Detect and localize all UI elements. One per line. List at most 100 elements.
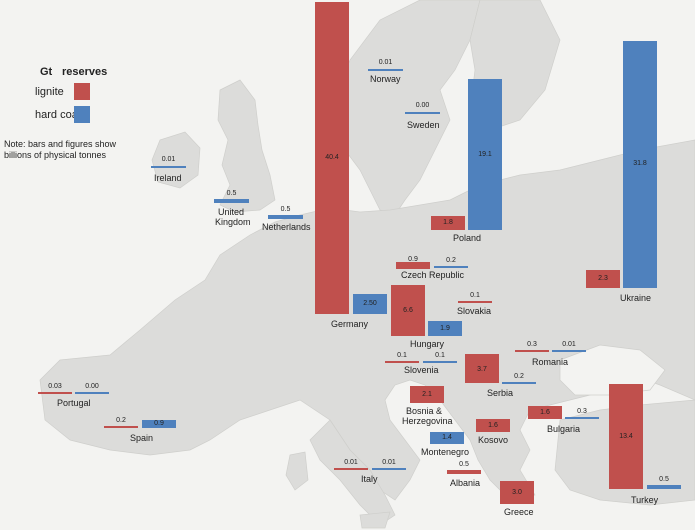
value-slovakia-lignite: 0.1	[470, 292, 480, 299]
value-kosovo-lignite: 1.6	[488, 422, 498, 429]
value-sweden: 0.00	[415, 102, 430, 109]
great-britain-land	[217, 79, 276, 213]
bar-romania-hardcoal	[552, 350, 586, 352]
country-label-slovakia: Slovakia	[457, 306, 492, 316]
bar-poland-hardcoal	[468, 79, 502, 230]
value-italy-lignite: 0.01	[344, 459, 358, 466]
legend-lignite-swatch	[74, 83, 90, 100]
ireland-land	[151, 131, 201, 189]
bar-sweden-hardcoal	[405, 112, 440, 114]
bar-albania-lignite	[447, 470, 481, 474]
country-label-uk-line2: Kingdom	[215, 217, 251, 227]
bar-netherlands-hardcoal	[268, 215, 303, 219]
value-ukraine-hardcoal: 31.8	[633, 160, 647, 167]
value-bosnia-lignite: 2.1	[422, 391, 432, 398]
value-romania-lignite: 0.3	[527, 341, 537, 348]
country-label-montenegro: Montenegro	[421, 447, 470, 457]
value-poland-lignite: 1.8	[443, 219, 453, 226]
country-label-romania: Romania	[532, 357, 569, 367]
value-turkey-lignite: 13.4	[619, 433, 633, 440]
value-romania-hardcoal: 0.01	[562, 341, 576, 348]
sardinia-land	[285, 451, 309, 491]
value-hungary-lignite: 6.6	[403, 307, 413, 314]
bar-spain-hardcoal	[142, 420, 176, 428]
country-label-greece: Greece	[504, 507, 534, 517]
value-serbia-lignite: 3.7	[477, 366, 487, 373]
bar-bulgaria-hardcoal	[565, 417, 599, 419]
country-label-kosovo: Kosovo	[478, 435, 509, 445]
bar-montenegro-hardcoal	[430, 432, 464, 444]
bar-ukraine-lignite	[586, 270, 620, 288]
bar-serbia-hardcoal	[502, 382, 536, 384]
legend-note-line1: Note: bars and figures show	[4, 139, 117, 149]
bar-hungary-lignite	[391, 285, 425, 336]
value-montenegro-hardcoal: 1.4	[442, 434, 452, 441]
bar-czech-lignite	[396, 262, 430, 269]
bar-portugal-lignite	[38, 392, 72, 394]
value-portugal-hardcoal: 0.00	[85, 383, 99, 390]
country-label-sweden: Sweden	[407, 120, 440, 130]
legend-note-line2: billions of physical tonnes	[4, 150, 107, 160]
bar-slovenia-hardcoal	[423, 361, 457, 363]
value-netherlands: 0.5	[280, 206, 291, 213]
country-label-netherlands: Netherlands	[262, 222, 311, 232]
bar-bulgaria-lignite	[528, 406, 562, 419]
bar-ireland-hardcoal	[151, 166, 186, 168]
country-label-serbia: Serbia	[487, 388, 514, 398]
value-spain-lignite: 0.2	[116, 417, 126, 424]
bar-romania-lignite	[515, 350, 549, 352]
value-czech-lignite: 0.9	[408, 256, 418, 263]
value-poland-hardcoal: 19.1	[478, 151, 492, 158]
black-sea	[559, 344, 666, 396]
sicily-land	[359, 511, 391, 529]
bar-ukraine-hardcoal	[623, 41, 657, 288]
bar-portugal-hardcoal	[75, 392, 109, 394]
value-hungary-hardcoal: 1.9	[440, 325, 450, 332]
bar-poland-lignite	[431, 216, 465, 230]
country-label-germany: Germany	[331, 319, 369, 329]
bar-italy-hardcoal	[372, 468, 406, 470]
value-bulgaria-hardcoal: 0.3	[577, 408, 587, 415]
bar-uk-hardcoal	[214, 199, 249, 203]
value-slovenia-lignite: 0.1	[397, 352, 407, 359]
country-label-spain: Spain	[130, 433, 154, 443]
value-ukraine-lignite: 2.3	[598, 275, 608, 282]
bar-hungary-hardcoal	[428, 321, 462, 336]
bar-turkey-lignite	[609, 384, 643, 489]
country-label-bosnia-line2: Herzegovina	[402, 416, 453, 426]
country-label-portugal: Portugal	[57, 398, 91, 408]
bar-greece-lignite	[500, 481, 534, 504]
country-label-italy: Italy	[361, 474, 378, 484]
value-turkey-hardcoal: 0.5	[659, 476, 669, 483]
legend-hardcoal-label: hard coal	[35, 109, 81, 121]
value-germany-hardcoal: 2.50	[363, 300, 377, 307]
country-label-turkey: Turkey	[631, 495, 659, 505]
country-label-hungary: Hungary	[410, 339, 445, 349]
value-italy-hardcoal: 0.01	[382, 459, 396, 466]
country-label-uk-line1: United	[218, 207, 245, 217]
country-label-bosnia-line1: Bosnia &	[406, 406, 443, 416]
bar-norway-hardcoal	[368, 69, 403, 71]
value-ireland: 0.01	[161, 156, 176, 163]
bar-slovakia-lignite	[458, 301, 492, 303]
country-label-albania: Albania	[450, 478, 481, 488]
legend-title: reserves	[62, 66, 108, 78]
country-label-bulgaria: Bulgaria	[547, 424, 581, 434]
value-greece-lignite: 3.0	[512, 489, 522, 496]
country-label-slovenia: Slovenia	[404, 365, 439, 375]
bar-czech-hardcoal	[434, 266, 468, 268]
bar-bosnia-lignite	[410, 386, 444, 403]
bar-turkey-hardcoal	[647, 485, 681, 489]
scandinavia-land	[329, 0, 481, 216]
legend-unit: Gt	[40, 66, 53, 78]
bar-kosovo-lignite	[476, 419, 510, 432]
value-albania-lignite: 0.5	[459, 461, 469, 468]
value-czech-hardcoal: 0.2	[446, 257, 456, 264]
country-label-ukraine: Ukraine	[620, 293, 652, 303]
value-slovenia-hardcoal: 0.1	[435, 352, 445, 359]
value-serbia-hardcoal: 0.2	[514, 373, 524, 380]
bar-italy-lignite	[334, 468, 368, 470]
value-bulgaria-lignite: 1.6	[540, 409, 550, 416]
country-label-poland: Poland	[453, 233, 482, 243]
